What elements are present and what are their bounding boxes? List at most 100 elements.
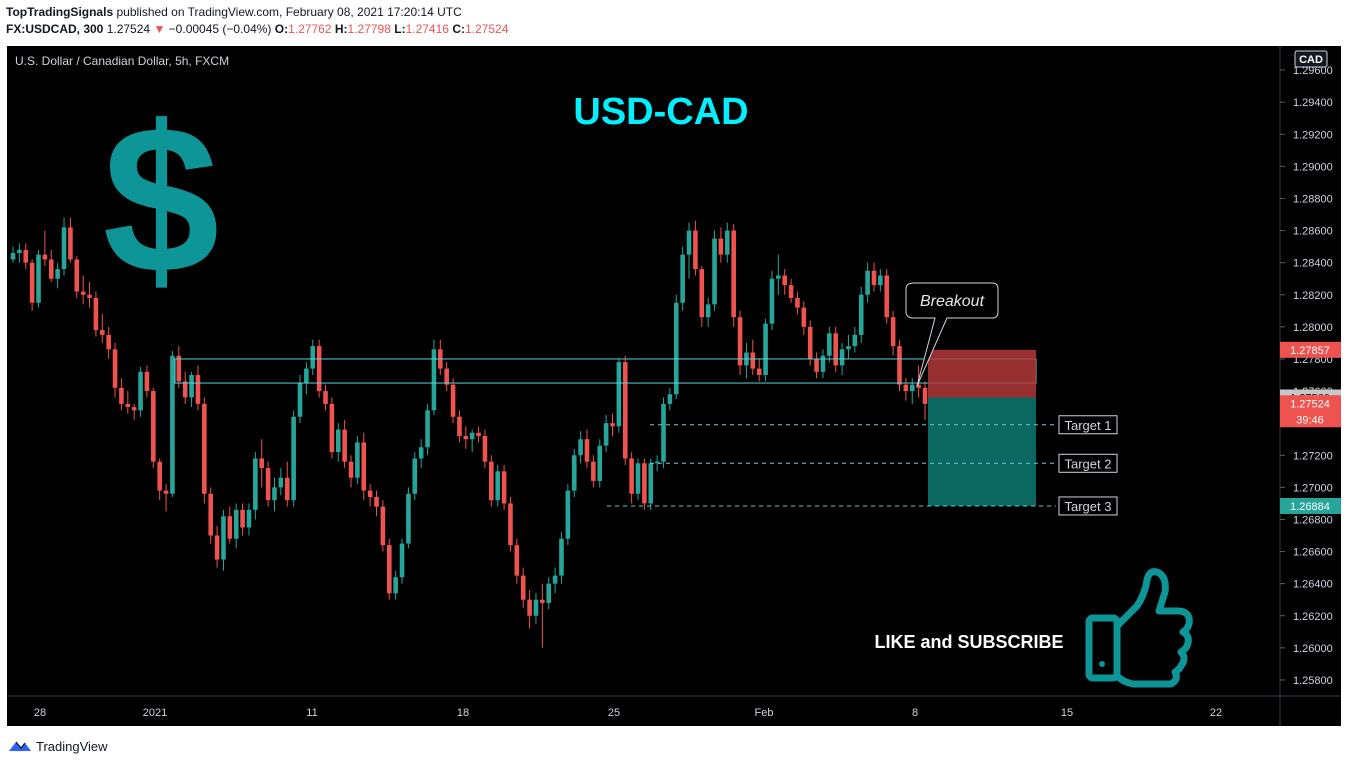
currency-badge[interactable]: CAD — [1294, 50, 1328, 68]
svg-text:CAD: CAD — [1299, 54, 1323, 66]
time-tick-label: 22 — [1210, 707, 1222, 719]
candle-body — [693, 230, 698, 270]
tradingview-footer[interactable]: TradingView — [8, 736, 108, 756]
candle-body — [367, 490, 373, 497]
published-text: published on TradingView.com, February 0… — [116, 5, 462, 19]
candle-body — [916, 384, 921, 388]
open-label: O: — [274, 22, 289, 36]
candle-body — [36, 254, 41, 303]
candle-body — [310, 346, 316, 369]
candle-body — [858, 294, 864, 335]
profit-zone[interactable] — [928, 397, 1036, 506]
chart-frame[interactable]: Target 1 Target 2 Target 3 Breakout U.S.… — [7, 46, 1341, 726]
publish-line: TopTradingSignals published on TradingVi… — [6, 5, 462, 19]
candle-body — [61, 227, 67, 270]
price-tick-label: 1.26800 — [1293, 514, 1333, 526]
svg-text:1.26884: 1.26884 — [1290, 501, 1330, 513]
candle-body — [514, 545, 520, 576]
target-3-label[interactable]: Target 3 — [1058, 496, 1118, 516]
ohlc-line: FX:USDCAD, 300 1.27524 ▼ −0.00045 (−0.04… — [6, 22, 508, 36]
stop-loss-zone[interactable] — [928, 349, 1036, 398]
svg-text:Target 1: Target 1 — [1065, 418, 1112, 433]
candle-body — [80, 291, 86, 295]
candle-body — [418, 447, 424, 459]
candle-body — [508, 503, 513, 546]
candle-body — [17, 249, 22, 254]
candle-body — [776, 275, 781, 279]
candle-body — [406, 493, 411, 544]
candle-body — [476, 432, 481, 436]
candle-body — [673, 302, 679, 395]
candle-body — [93, 297, 99, 331]
candle-body — [425, 410, 430, 448]
candle-body — [48, 259, 54, 279]
candle-body — [922, 387, 928, 404]
candle-body — [616, 362, 622, 427]
candle-body — [374, 496, 379, 507]
close-label: C: — [452, 22, 465, 36]
candle-body — [176, 355, 182, 382]
candle-body — [68, 227, 73, 260]
candle-body — [380, 506, 386, 546]
candle-body — [667, 394, 673, 404]
candle-body — [221, 516, 226, 560]
candle-body — [909, 384, 915, 392]
candlestick-chart[interactable]: Target 1 Target 2 Target 3 Breakout U.S.… — [7, 46, 1341, 726]
high-label: H: — [334, 22, 348, 36]
price-tick-label: 1.26400 — [1293, 579, 1333, 591]
candle-body — [584, 439, 590, 462]
svg-text:Target 2: Target 2 — [1065, 456, 1112, 471]
time-tick-label: 2021 — [143, 707, 167, 719]
candle-body — [431, 349, 437, 411]
candle-body — [814, 358, 819, 372]
candle-body — [240, 509, 245, 528]
candle-body — [272, 487, 277, 501]
candle-body — [731, 230, 736, 318]
publisher-name[interactable]: TopTradingSignals — [6, 5, 114, 19]
price-tick-label: 1.27200 — [1293, 450, 1333, 462]
candle-body — [820, 355, 826, 372]
candle-body — [795, 297, 800, 308]
price-tick-label: 1.26000 — [1293, 643, 1333, 655]
candle-body — [705, 304, 711, 318]
target-1-label[interactable]: Target 1 — [1058, 415, 1118, 435]
time-axis[interactable]: 28 2021 11 18 25 Feb 8 15 22 — [34, 707, 1222, 719]
candle-body — [495, 471, 500, 501]
candle-body — [450, 384, 456, 417]
candle-body — [144, 371, 150, 392]
target-2-label[interactable]: Target 2 — [1058, 453, 1118, 473]
candle-body — [603, 423, 609, 446]
candle-body — [903, 384, 909, 392]
candle-body — [284, 477, 290, 501]
candle-body — [291, 416, 296, 501]
high-value: 1.27798 — [347, 22, 391, 36]
candle-body — [807, 326, 813, 359]
candle-body — [533, 599, 539, 616]
breakout-label: Breakout — [920, 293, 985, 310]
candle-body — [489, 461, 494, 501]
price-tick-label: 1.26200 — [1293, 611, 1333, 623]
candle-body — [718, 238, 724, 255]
candle-body — [119, 387, 124, 404]
open-value: 1.27762 — [288, 22, 332, 36]
candle-body — [839, 349, 845, 366]
candle-body — [246, 509, 252, 528]
candle-body — [329, 403, 335, 453]
candle-body — [457, 416, 462, 436]
candle-body — [233, 509, 239, 539]
candle-body — [801, 307, 807, 327]
candle-body — [571, 455, 577, 491]
breakout-callout[interactable]: Breakout — [905, 282, 999, 387]
tradingview-logo-icon — [9, 741, 31, 751]
like-subscribe-text: LIKE and SUBSCRIBE — [874, 632, 1063, 652]
candle-body — [202, 403, 207, 494]
candle-body — [112, 349, 118, 388]
price-tick-label: 1.28600 — [1293, 226, 1333, 238]
price-tick-label: 1.25800 — [1293, 675, 1333, 687]
candle-body — [23, 249, 29, 263]
candle-body — [278, 477, 284, 488]
candle-body — [610, 423, 615, 427]
candle-body — [699, 269, 705, 318]
price-tick-label: 1.28000 — [1293, 322, 1333, 334]
candle-body — [712, 238, 717, 305]
